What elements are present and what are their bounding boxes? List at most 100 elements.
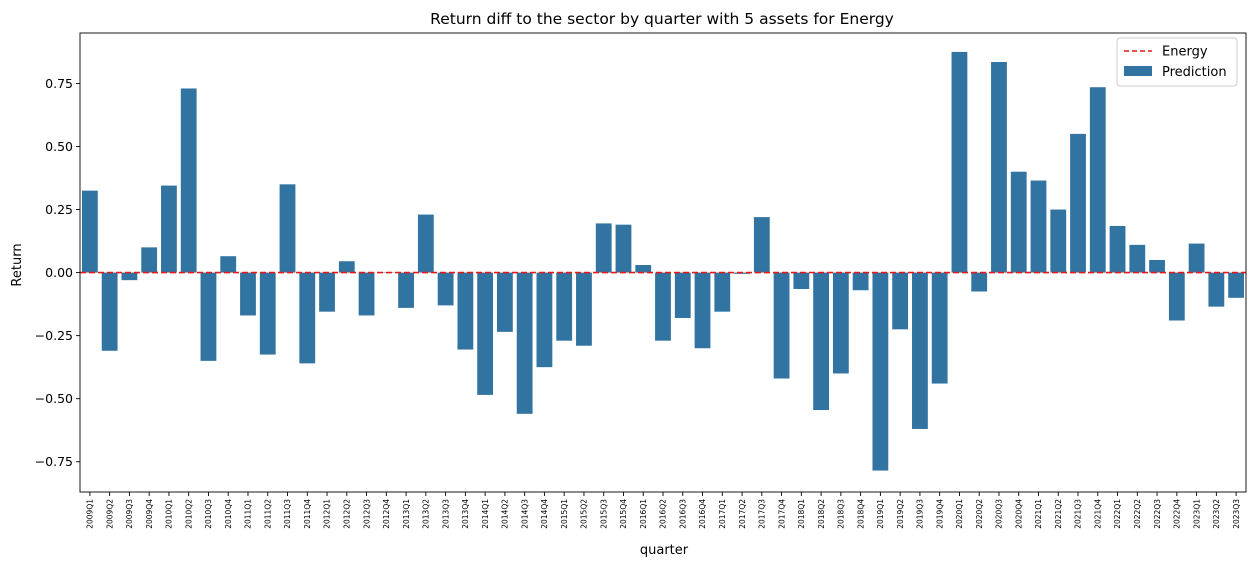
bar <box>417 214 434 273</box>
bar <box>892 272 909 330</box>
bar <box>319 272 335 312</box>
bar <box>773 272 790 379</box>
x-tick-label: 2013Q3 <box>441 499 450 529</box>
x-tick-label: 2023Q1 <box>1192 499 1201 529</box>
x-tick-label: 2020Q3 <box>995 499 1004 529</box>
x-tick-label: 2021Q3 <box>1074 499 1083 529</box>
bar <box>240 272 256 316</box>
y-tick-label: 0.25 <box>45 202 73 217</box>
bar <box>496 272 513 332</box>
bar <box>1010 171 1027 273</box>
x-tick-label: 2021Q1 <box>1034 499 1043 529</box>
x-tick-label: 2019Q3 <box>916 499 925 529</box>
x-tick-label: 2021Q4 <box>1093 499 1102 529</box>
bar <box>457 272 474 350</box>
bar <box>437 272 454 306</box>
bar <box>1050 209 1067 273</box>
bar <box>951 51 968 273</box>
x-tick-label: 2019Q1 <box>876 499 885 529</box>
y-tick-label: −0.25 <box>35 328 73 343</box>
x-tick-label: 2014Q4 <box>540 499 549 529</box>
x-tick-label: 2017Q2 <box>738 499 747 529</box>
y-tick-label: 0.75 <box>45 76 73 91</box>
bar <box>259 272 276 355</box>
bar <box>516 272 533 414</box>
x-axis-label: quarter <box>640 543 689 558</box>
x-tick-label: 2013Q2 <box>422 499 431 529</box>
legend-energy-label: Energy <box>1162 45 1208 60</box>
legend-prediction-label: Prediction <box>1162 65 1227 80</box>
x-tick-label: 2009Q1 <box>86 499 95 529</box>
bar <box>852 272 869 291</box>
bar <box>1168 272 1185 321</box>
y-tick-label: −0.75 <box>35 454 73 469</box>
bar <box>793 272 810 289</box>
x-tick-label: 2015Q1 <box>560 499 569 529</box>
x-tick-label: 2020Q2 <box>975 499 984 529</box>
x-tick-label: 2010Q4 <box>224 499 233 529</box>
bar <box>220 256 237 273</box>
x-tick-label: 2023Q2 <box>1212 499 1221 529</box>
bar <box>398 272 414 308</box>
bar <box>141 247 158 273</box>
x-tick-label: 2018Q4 <box>856 499 865 529</box>
bar <box>279 184 296 273</box>
x-tick-label: 2019Q2 <box>896 499 905 529</box>
x-tick-label: 2017Q3 <box>758 499 767 529</box>
bar <box>477 272 494 395</box>
bar <box>358 272 375 316</box>
bar <box>971 272 988 292</box>
x-tick-label: 2011Q2 <box>263 499 272 529</box>
x-tick-label: 2014Q3 <box>520 499 529 529</box>
x-tick-label: 2022Q4 <box>1173 499 1182 529</box>
plot-area: −0.75 −0.50 −0.25 0.00 0.25 0.50 0.75 2009Q1 200… <box>35 32 1247 529</box>
bar <box>655 272 671 341</box>
x-tick-label: 2016Q4 <box>698 499 707 529</box>
x-tick-label: 2022Q3 <box>1153 499 1162 529</box>
bar <box>991 62 1007 273</box>
bar <box>753 217 770 273</box>
x-tick-label: 2013Q4 <box>461 499 470 529</box>
bar <box>1030 180 1047 273</box>
x-tick-label: 2020Q4 <box>1014 499 1023 529</box>
x-tick-label: 2016Q2 <box>659 499 668 529</box>
chart-title: Return diff to the sector by quarter wit… <box>430 10 894 28</box>
x-tick-label: 2010Q3 <box>204 499 213 529</box>
x-tick-label: 2011Q4 <box>303 499 312 529</box>
y-tick-label: 0.50 <box>45 139 73 154</box>
bar <box>1070 133 1086 273</box>
x-tick-label: 2015Q4 <box>619 499 628 529</box>
legend: Energy Prediction <box>1116 37 1238 87</box>
x-tick-label: 2018Q2 <box>817 499 826 529</box>
x-tick-label: 2016Q3 <box>678 499 687 529</box>
bar <box>714 272 731 312</box>
x-tick-label: 2021Q2 <box>1054 499 1063 529</box>
bar <box>931 272 948 384</box>
bar <box>813 272 830 411</box>
x-tick-label: 2009Q2 <box>105 499 114 529</box>
bar <box>180 88 197 273</box>
x-tick-label: 2018Q3 <box>837 499 846 529</box>
bar <box>338 261 355 273</box>
x-tick-label: 2012Q2 <box>343 499 352 529</box>
y-tick-label: −0.50 <box>35 391 73 406</box>
x-tick-label: 2012Q3 <box>362 499 371 529</box>
x-tick-label: 2011Q3 <box>283 499 292 529</box>
bar <box>536 272 553 368</box>
x-tick-label: 2022Q2 <box>1133 499 1142 529</box>
bar <box>121 272 138 281</box>
bar <box>832 272 849 374</box>
x-tick-label: 2019Q4 <box>935 499 944 529</box>
bar <box>1149 259 1165 273</box>
bar <box>595 223 612 273</box>
x-tick-label: 2014Q1 <box>481 499 490 529</box>
x-tick-label: 2009Q4 <box>145 499 154 529</box>
x-tick-label: 2014Q2 <box>501 499 510 529</box>
bar <box>556 272 573 341</box>
x-tick-label: 2018Q1 <box>797 499 806 529</box>
x-tick-label: 2012Q1 <box>323 499 332 529</box>
x-tick-label: 2012Q4 <box>382 499 391 529</box>
x-tick-label: 2010Q2 <box>184 499 193 529</box>
y-tick-label: 0.00 <box>45 265 73 280</box>
x-tick-label: 2016Q1 <box>639 499 648 529</box>
